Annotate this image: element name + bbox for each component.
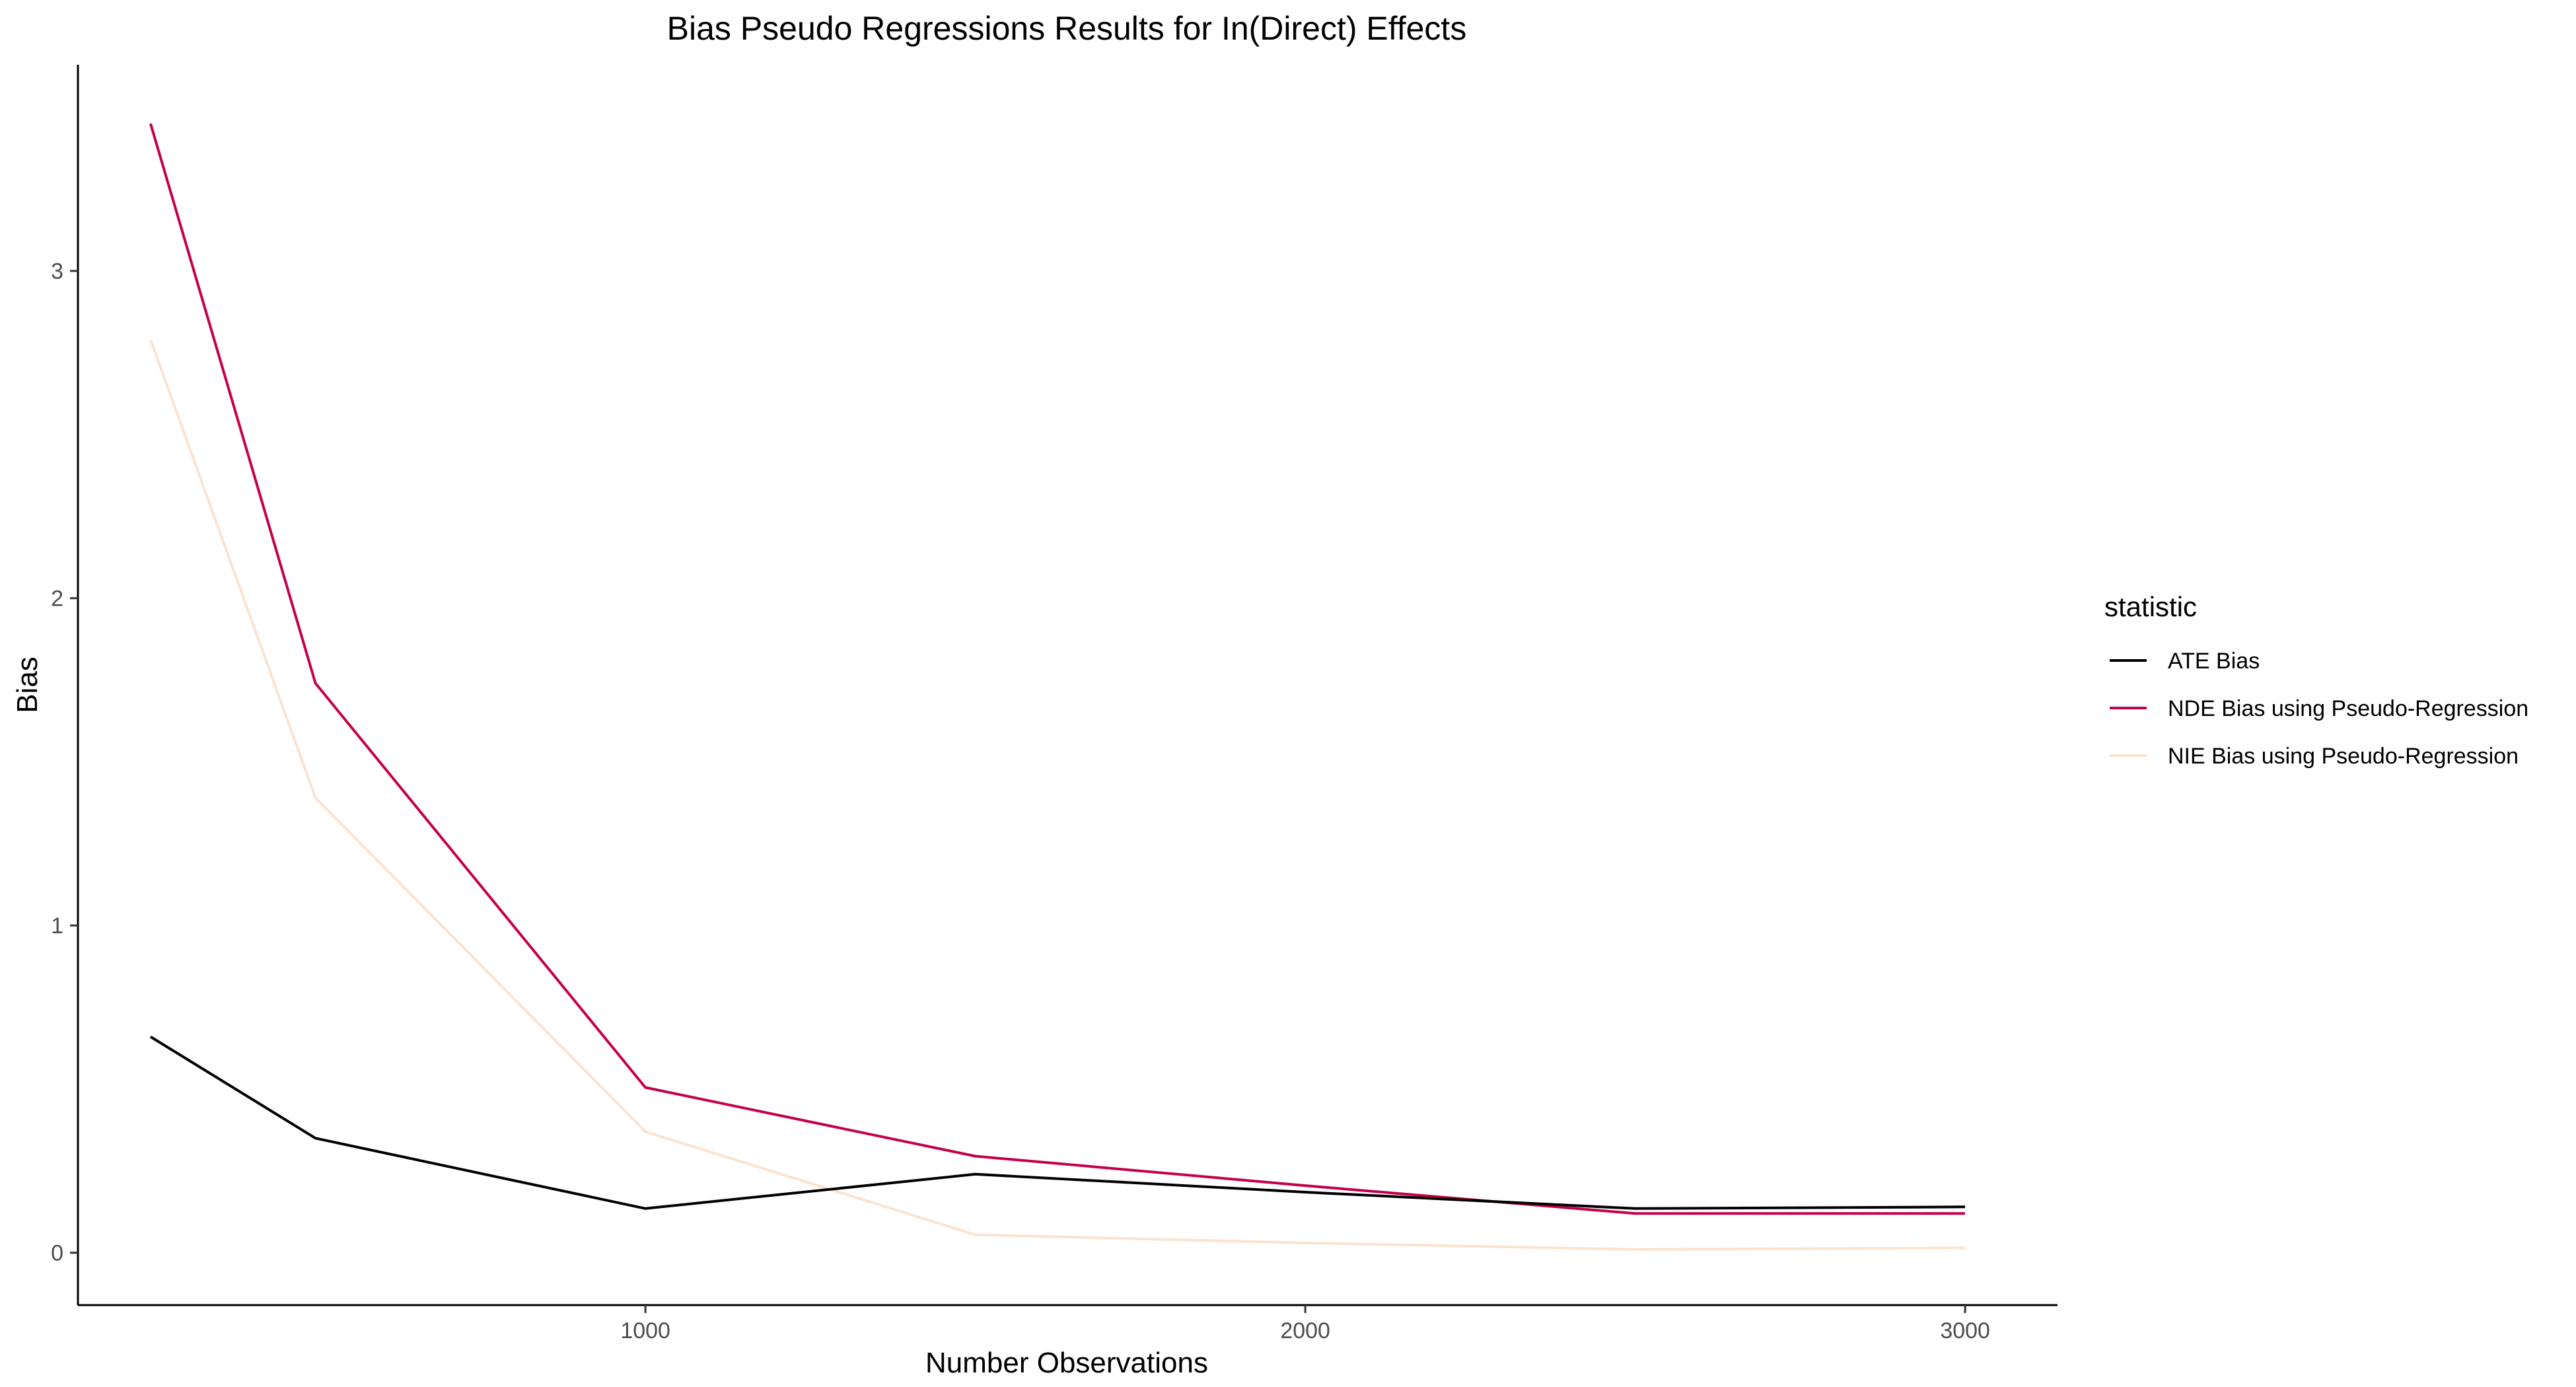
y-tick-label: 0 (51, 1241, 63, 1266)
y-tick-label: 2 (51, 587, 63, 612)
y-axis-title: Bias (11, 657, 44, 713)
series-line-ate-bias (149, 1035, 1966, 1210)
legend-label: NDE Bias using Pseudo-Regression (2168, 696, 2528, 721)
x-tick-label: 3000 (1940, 1318, 1990, 1343)
legend: statistic ATE Bias NDE Bias using Pseudo-… (2104, 591, 2528, 769)
y-tick-label: 3 (51, 259, 63, 284)
series-lines (149, 123, 1966, 1251)
legend-title: statistic (2104, 591, 2197, 622)
plot-area: 0 1 2 3 1000 2000 3000 (51, 65, 2057, 1343)
x-tick-label: 1000 (620, 1318, 670, 1343)
y-axis-ticks: 0 1 2 3 (51, 259, 78, 1266)
chart-title: Bias Pseudo Regressions Results for In(D… (667, 10, 1467, 47)
series-line-nde-bias-using-pseudo-regression (149, 123, 1966, 1215)
x-tick-label: 2000 (1280, 1318, 1330, 1343)
x-axis-title: Number Observations (925, 1347, 1208, 1379)
legend-entries: ATE Bias NDE Bias using Pseudo-Regression… (2110, 649, 2528, 769)
x-axis-ticks: 1000 2000 3000 (620, 1305, 1990, 1343)
legend-label: NIE Bias using Pseudo-Regression (2168, 744, 2519, 769)
legend-label: ATE Bias (2168, 649, 2260, 674)
series-line-nie-bias-using-pseudo-regression (149, 339, 1966, 1251)
y-tick-label: 1 (51, 913, 63, 939)
